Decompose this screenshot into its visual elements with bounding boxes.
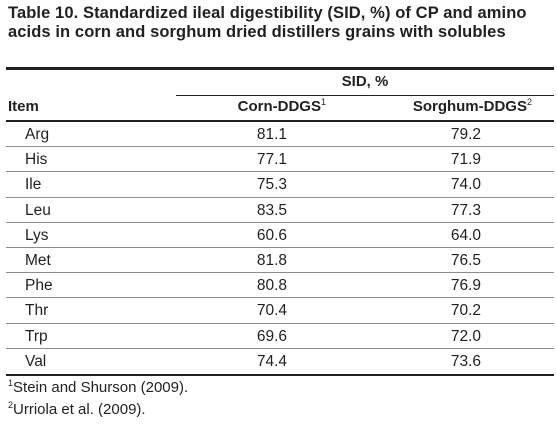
table-row: Trp 69.6 72.0 — [6, 324, 554, 349]
cell-corn-ddgs: 60.6 — [256, 226, 287, 244]
table-body: Arg 81.1 79.2 His 77.1 71.9 Ile 75.3 74.0 Leu 83.5… — [6, 122, 554, 374]
cell-item: Arg — [25, 126, 50, 143]
footnote-mark: 2 — [8, 400, 14, 410]
table-title: Table 10. Standardized ileal digestibili… — [8, 4, 527, 41]
group-header-rule — [176, 95, 554, 96]
cell-corn-ddgs: 77.1 — [256, 151, 287, 169]
footnote-ref-1: 1 — [320, 97, 326, 107]
footnote-text: Urriola et al. (2009). — [13, 401, 146, 418]
column-header-sorghum-label: Sorghum-DDGS — [412, 98, 527, 115]
footnote-ref-2: 2 — [526, 97, 532, 107]
column-header-item: Item — [8, 98, 39, 115]
cell-sorghum-ddgs: 64.0 — [450, 226, 481, 244]
cell-sorghum-ddgs: 71.9 — [450, 151, 481, 169]
bottom-rule — [6, 374, 554, 376]
table-row: Met 81.8 76.5 — [6, 248, 554, 274]
table-row: Arg 81.1 79.2 — [6, 122, 554, 148]
cell-corn-ddgs: 80.8 — [256, 277, 287, 295]
cell-corn-ddgs: 83.5 — [256, 201, 287, 219]
cell-sorghum-ddgs: 79.2 — [450, 126, 481, 143]
cell-sorghum-ddgs: 77.3 — [450, 201, 481, 219]
column-header-corn-ddgs: Corn-DDGS1 — [176, 98, 326, 116]
footnote: 2Urriola et al. (2009). — [8, 399, 188, 421]
table-row: Leu 83.5 77.3 — [6, 198, 554, 223]
column-header-sorghum-ddgs: Sorghum-DDGS2 — [340, 98, 532, 116]
footnote: 1Stein and Shurson (2009). — [8, 377, 188, 399]
footnote-text: Stein and Shurson (2009). — [13, 379, 189, 396]
cell-item: His — [25, 151, 48, 169]
group-header-sid: SID, % — [341, 73, 389, 90]
cell-sorghum-ddgs: 76.5 — [450, 251, 481, 269]
footnotes: 1Stein and Shurson (2009). 2Urriola et al… — [8, 377, 188, 421]
table-row: Thr 70.4 70.2 — [6, 298, 554, 324]
cell-corn-ddgs: 69.6 — [256, 327, 287, 345]
footnote-mark: 1 — [8, 378, 14, 388]
cell-item: Phe — [25, 277, 53, 295]
cell-corn-ddgs: 75.3 — [256, 176, 287, 194]
table-row: Phe 80.8 76.9 — [6, 273, 554, 299]
cell-sorghum-ddgs: 72.0 — [450, 327, 481, 345]
cell-sorghum-ddgs: 70.2 — [450, 302, 481, 320]
cell-item: Leu — [25, 201, 51, 219]
cell-sorghum-ddgs: 74.0 — [450, 176, 481, 194]
cell-corn-ddgs: 81.8 — [256, 251, 287, 269]
cell-item: Trp — [25, 327, 48, 345]
header-rule — [6, 120, 554, 122]
cell-corn-ddgs: 74.4 — [256, 352, 287, 370]
table-row: Val 74.4 73.6 — [6, 349, 554, 374]
column-header-corn-label: Corn-DDGS — [237, 98, 321, 115]
cell-sorghum-ddgs: 73.6 — [450, 352, 481, 370]
cell-item: Val — [25, 352, 47, 370]
top-rule — [6, 67, 554, 70]
cell-item: Ile — [25, 176, 42, 194]
table-row: Lys 60.6 64.0 — [6, 223, 554, 248]
table-row: Ile 75.3 74.0 — [6, 172, 554, 198]
cell-item: Met — [25, 251, 51, 269]
cell-sorghum-ddgs: 76.9 — [450, 277, 481, 295]
cell-item: Lys — [25, 226, 49, 244]
cell-item: Thr — [25, 302, 49, 320]
table-row: His 77.1 71.9 — [6, 147, 554, 173]
cell-corn-ddgs: 81.1 — [256, 126, 287, 143]
cell-corn-ddgs: 70.4 — [256, 302, 287, 320]
